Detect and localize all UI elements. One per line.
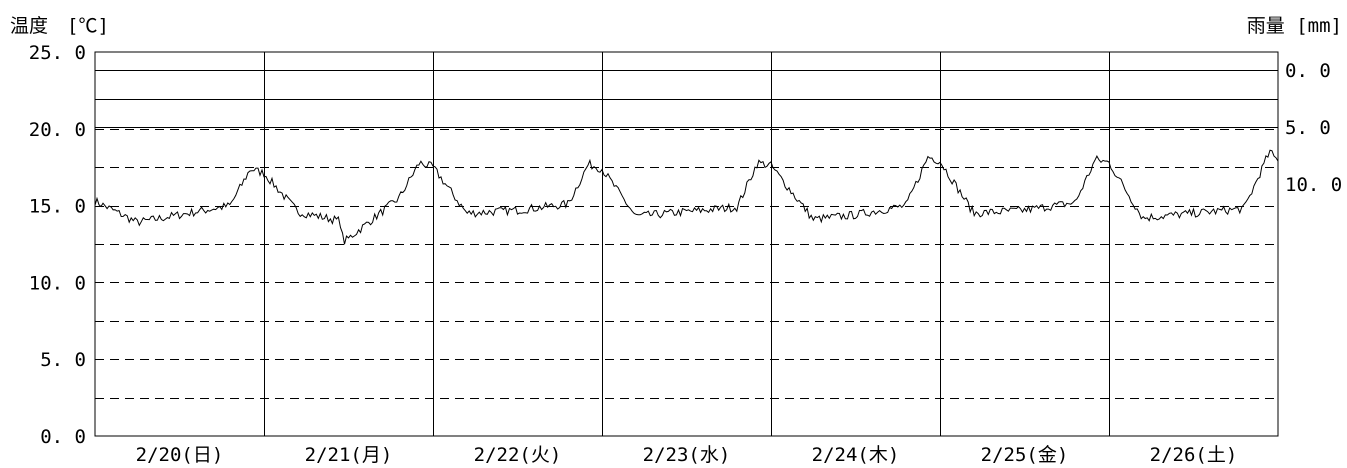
left-tick-5: 25. 0: [29, 42, 86, 64]
left-tick-2: 10. 0: [29, 272, 86, 294]
x-tick-0: 2/20(日): [136, 444, 224, 466]
x-tick-5: 2/25(金): [981, 444, 1069, 466]
x-tick-4: 2/24(木): [812, 444, 900, 466]
gridlines: [95, 70, 1278, 399]
right-tick-labels: 0. 0 5. 0 10. 0: [1285, 60, 1342, 196]
x-tick-labels: 2/20(日) 2/21(月) 2/22(火) 2/23(水) 2/24(木) 2/25(…: [136, 444, 1238, 466]
right-tick-1: 5. 0: [1285, 117, 1331, 139]
right-tick-2: 10. 0: [1285, 174, 1342, 196]
left-tick-3: 15. 0: [29, 196, 86, 218]
x-tick-3: 2/23(水): [643, 444, 731, 466]
left-tick-4: 20. 0: [29, 119, 86, 141]
left-tick-0: 0. 0: [40, 426, 86, 448]
right-axis-title: 雨量 [mm]: [1247, 15, 1342, 37]
plot-frame: [94, 51, 1279, 437]
left-tick-1: 5. 0: [40, 349, 86, 371]
x-tick-2: 2/22(火): [474, 444, 562, 466]
day-dividers: [264, 52, 1110, 436]
x-tick-1: 2/21(月): [305, 444, 393, 466]
left-tick-labels: 0. 0 5. 0 10. 0 15. 0 20. 0 25. 0: [29, 42, 86, 448]
x-tick-6: 2/26(土): [1150, 444, 1238, 466]
left-axis-title: 温度 [℃]: [10, 15, 109, 37]
right-tick-0: 0. 0: [1285, 60, 1331, 82]
temperature-series-line: [94, 149, 1279, 245]
